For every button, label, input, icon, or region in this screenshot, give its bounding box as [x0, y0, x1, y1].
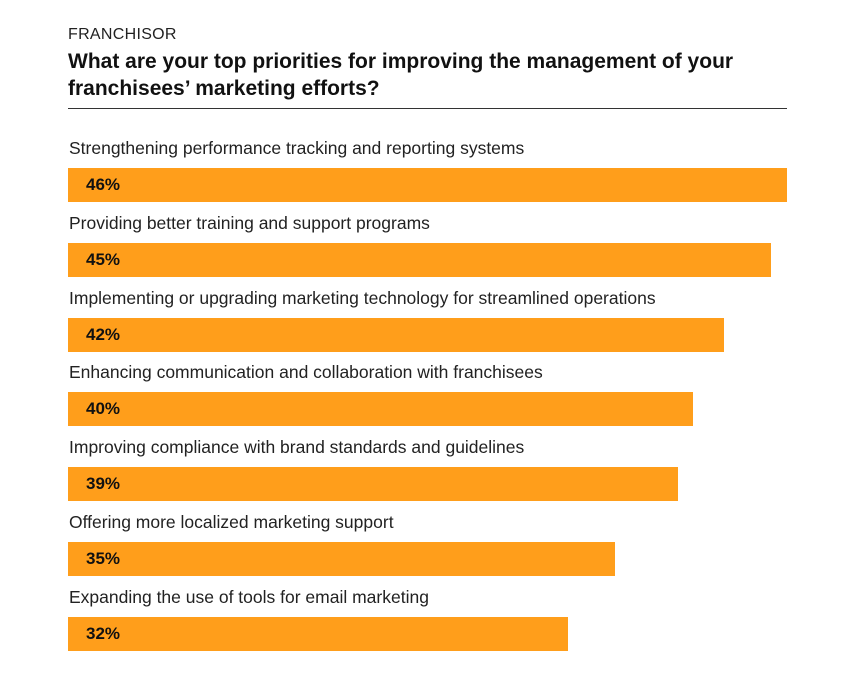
bar: 42% — [68, 317, 725, 352]
category-label: Improving compliance with brand standard… — [69, 437, 525, 458]
bar: 39% — [68, 467, 678, 502]
category-label: Offering more localized marketing suppor… — [69, 512, 394, 532]
bar-value-label: 45% — [86, 249, 121, 269]
bar-value-label: 42% — [86, 324, 121, 344]
bar-value-label: 40% — [86, 399, 121, 419]
category-label: Enhancing communication and collaboratio… — [69, 362, 543, 383]
chart-title: What are your top priorities for improvi… — [68, 50, 734, 100]
bar: 32% — [68, 616, 569, 651]
bar-value-label: 39% — [86, 474, 121, 494]
bar: 40% — [68, 392, 694, 427]
eyebrow-label: FRANCHISOR — [68, 26, 177, 43]
bar-value-label: 32% — [86, 623, 121, 643]
category-label: Strengthening performance tracking and r… — [69, 138, 525, 158]
bar: 45% — [68, 242, 772, 277]
bar: 35% — [68, 542, 616, 576]
title-divider — [68, 108, 787, 109]
category-label: Expanding the use of tools for email mar… — [69, 586, 429, 607]
bar-value-label: 35% — [86, 549, 121, 568]
category-label: Providing better training and support pr… — [69, 212, 430, 233]
bar-value-label: 46% — [86, 175, 121, 194]
bar: 46% — [68, 168, 787, 202]
category-label: Implementing or upgrading marketing tech… — [69, 287, 656, 308]
